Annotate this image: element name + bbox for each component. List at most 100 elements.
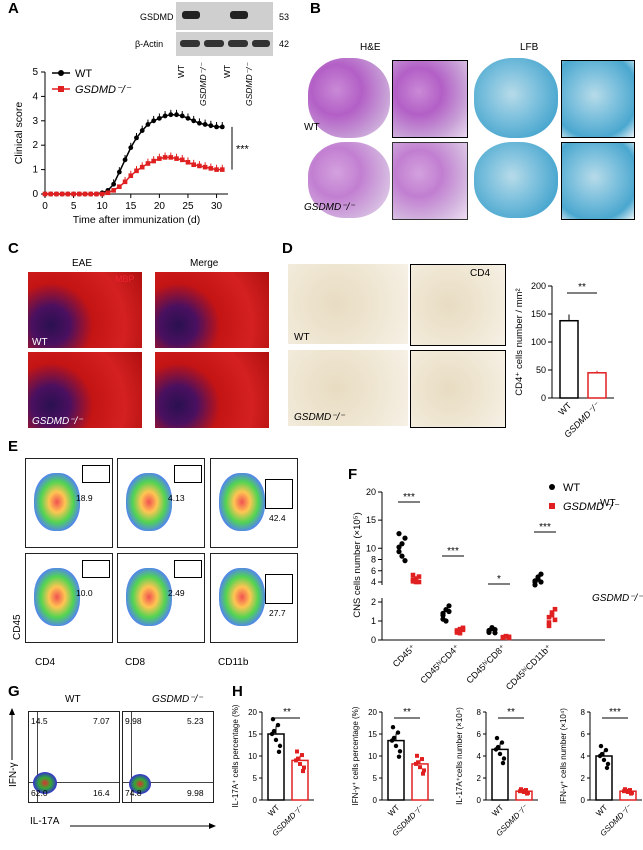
f-ytick-label: 4	[371, 577, 376, 587]
a-point-ko	[42, 191, 48, 197]
c-ko-label: GSDMD⁻/⁻	[32, 416, 83, 427]
a-point-wt	[156, 115, 162, 121]
e-gate-value: 18.9	[76, 493, 93, 503]
a-point-wt	[139, 128, 145, 133]
he-ko-zoom	[392, 142, 468, 220]
panel-label-g: G	[8, 683, 20, 700]
g-wt-plot: 14.5 7.07 62.0 16.4	[28, 711, 120, 803]
g-ko-q4: 9.98	[187, 788, 204, 798]
d-xcat: WT	[556, 400, 573, 417]
f-point-wt	[440, 616, 446, 622]
f-point-ko	[410, 572, 416, 578]
a-point-wt	[179, 113, 185, 119]
e-flow-ko-1: 2.49	[117, 553, 205, 643]
e-cd4-label: CD4	[35, 657, 56, 668]
f-point-ko	[506, 634, 512, 640]
e-flow-density	[126, 568, 172, 626]
h-ytick-label: 15	[368, 730, 377, 739]
a-ytick-label: 4	[32, 91, 38, 102]
d-ytick-label: 100	[531, 337, 546, 347]
a-point-wt	[162, 113, 168, 119]
a-point-wt	[145, 122, 151, 127]
c-mbp-label: MBP	[115, 274, 135, 284]
panel-label-a: A	[8, 0, 19, 17]
g-il17a-label: IL-17A	[30, 816, 60, 827]
h-point-wt	[601, 757, 607, 763]
d-ko-label: GSDMD⁻/⁻	[294, 412, 345, 423]
h-point-wt	[273, 737, 279, 743]
d-ko-zoom	[410, 350, 506, 428]
a-point-ko	[122, 179, 128, 185]
f-point-ko	[416, 579, 422, 585]
f-point-ko	[454, 630, 460, 635]
e-gate-value: 27.7	[269, 608, 286, 618]
h-point-ko	[418, 765, 422, 770]
h-point-wt	[271, 728, 277, 734]
a-point-wt	[134, 135, 139, 141]
h-point-wt	[605, 761, 611, 767]
f-point-wt	[538, 579, 544, 585]
g-ifng-label: IFN-γ	[8, 762, 19, 787]
h-point-ko	[296, 756, 300, 761]
h-sig: **	[507, 707, 515, 718]
f-point-ko	[457, 630, 463, 636]
h-ylabel: IFN-γ⁺ cells number (×10⁴)	[559, 708, 568, 804]
d-ytick-label: 200	[531, 281, 546, 291]
a-point-ko	[202, 164, 208, 170]
a-point-wt	[197, 120, 202, 126]
f-xcat: CD45⁺	[391, 642, 418, 669]
blot-gsdmd	[176, 2, 273, 30]
he-ko-section	[308, 142, 390, 218]
f-ytick-label: 1	[371, 616, 376, 626]
he-wt-section	[308, 58, 390, 138]
h-point-ko	[302, 765, 306, 770]
f-ytick-label: 10	[366, 543, 376, 553]
f-sig: ***	[539, 522, 551, 533]
h-ytick-label: 5	[253, 774, 258, 783]
f-point-wt	[399, 541, 405, 547]
h-point-wt	[494, 735, 500, 741]
g-wt-q2: 7.07	[93, 716, 110, 726]
f-point-wt	[396, 531, 402, 537]
c-eae-ko	[28, 352, 142, 428]
g-ko-q3: 74.8	[125, 788, 142, 798]
h-point-wt	[269, 731, 275, 737]
lfb-ko-zoom	[561, 142, 635, 220]
e-gate	[82, 465, 110, 483]
a-xtick-label: 20	[154, 201, 166, 212]
f-point-ko	[413, 576, 419, 581]
f-point-ko	[500, 634, 506, 640]
f-point-wt	[489, 626, 495, 632]
panel-label-d: D	[282, 240, 293, 257]
blot-lane-1: WT	[176, 64, 186, 78]
a-point-wt	[168, 112, 174, 118]
h-point-wt	[493, 747, 499, 752]
f-point-ko	[460, 625, 466, 631]
h-point-wt	[393, 743, 399, 749]
e-gate	[174, 560, 202, 578]
h-xcat: GSDMD⁻/⁻	[598, 803, 634, 839]
f-point-ko	[454, 628, 460, 633]
d-bar	[587, 372, 607, 399]
f-point-wt	[532, 582, 538, 588]
h-ytick-label: 6	[477, 730, 482, 739]
h-point-wt	[391, 735, 397, 741]
e-cd11b-label: CD11b	[218, 657, 249, 668]
h-point-ko	[294, 758, 298, 763]
e-flow-density	[34, 473, 80, 531]
f-point-wt	[402, 535, 408, 541]
f-point-wt	[396, 544, 402, 550]
h-ytick-label: 20	[368, 708, 377, 717]
blot-actin	[176, 32, 273, 56]
a-point-ko	[168, 155, 174, 160]
h-point-ko	[524, 788, 528, 793]
a-point-wt	[54, 191, 59, 197]
g-ko-q2: 5.23	[187, 716, 204, 726]
f-point-ko	[457, 626, 463, 632]
h-sig: **	[403, 707, 411, 718]
g-ko-plot: 9.98 5.23 74.8 9.98	[122, 711, 214, 803]
panel-label-c: C	[8, 240, 19, 257]
f-xcat: CD45ʰⁱCD11b⁺	[504, 642, 554, 692]
h-point-wt	[499, 740, 505, 745]
h-ytick-label: 0	[253, 796, 258, 805]
